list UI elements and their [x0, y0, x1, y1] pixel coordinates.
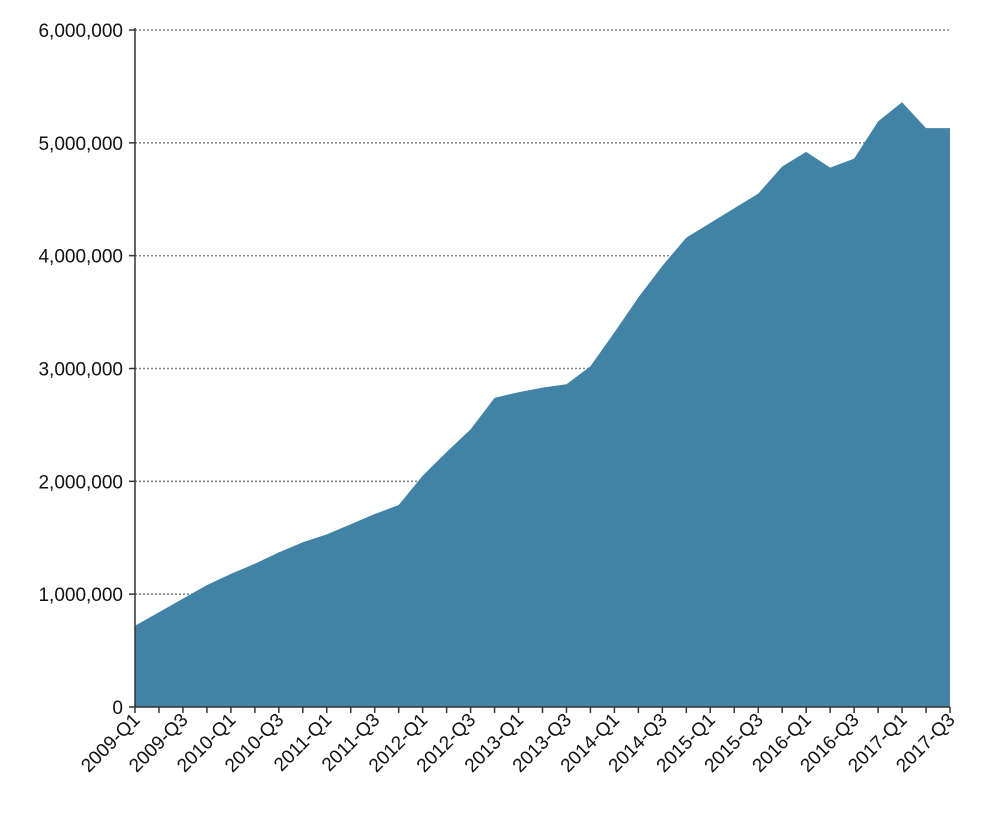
- y-tick-label: 5,000,000: [38, 134, 123, 155]
- y-axis-ticks: 0 1,000,000 2,000,000 3,000,000 4,000,000 5,0…: [38, 21, 135, 719]
- x-axis-ticks: 2009-Q12009-Q32010-Q12010-Q32011-Q12011-…: [77, 707, 960, 777]
- y-tick-label: 4,000,000: [38, 247, 123, 268]
- y-tick-label: 0: [112, 698, 123, 719]
- y-tick-label: 3,000,000: [38, 360, 123, 381]
- y-tick-label: 2,000,000: [38, 472, 123, 493]
- y-tick-label: 6,000,000: [38, 21, 123, 42]
- series-area: [135, 102, 950, 707]
- y-tick-label: 1,000,000: [38, 585, 123, 606]
